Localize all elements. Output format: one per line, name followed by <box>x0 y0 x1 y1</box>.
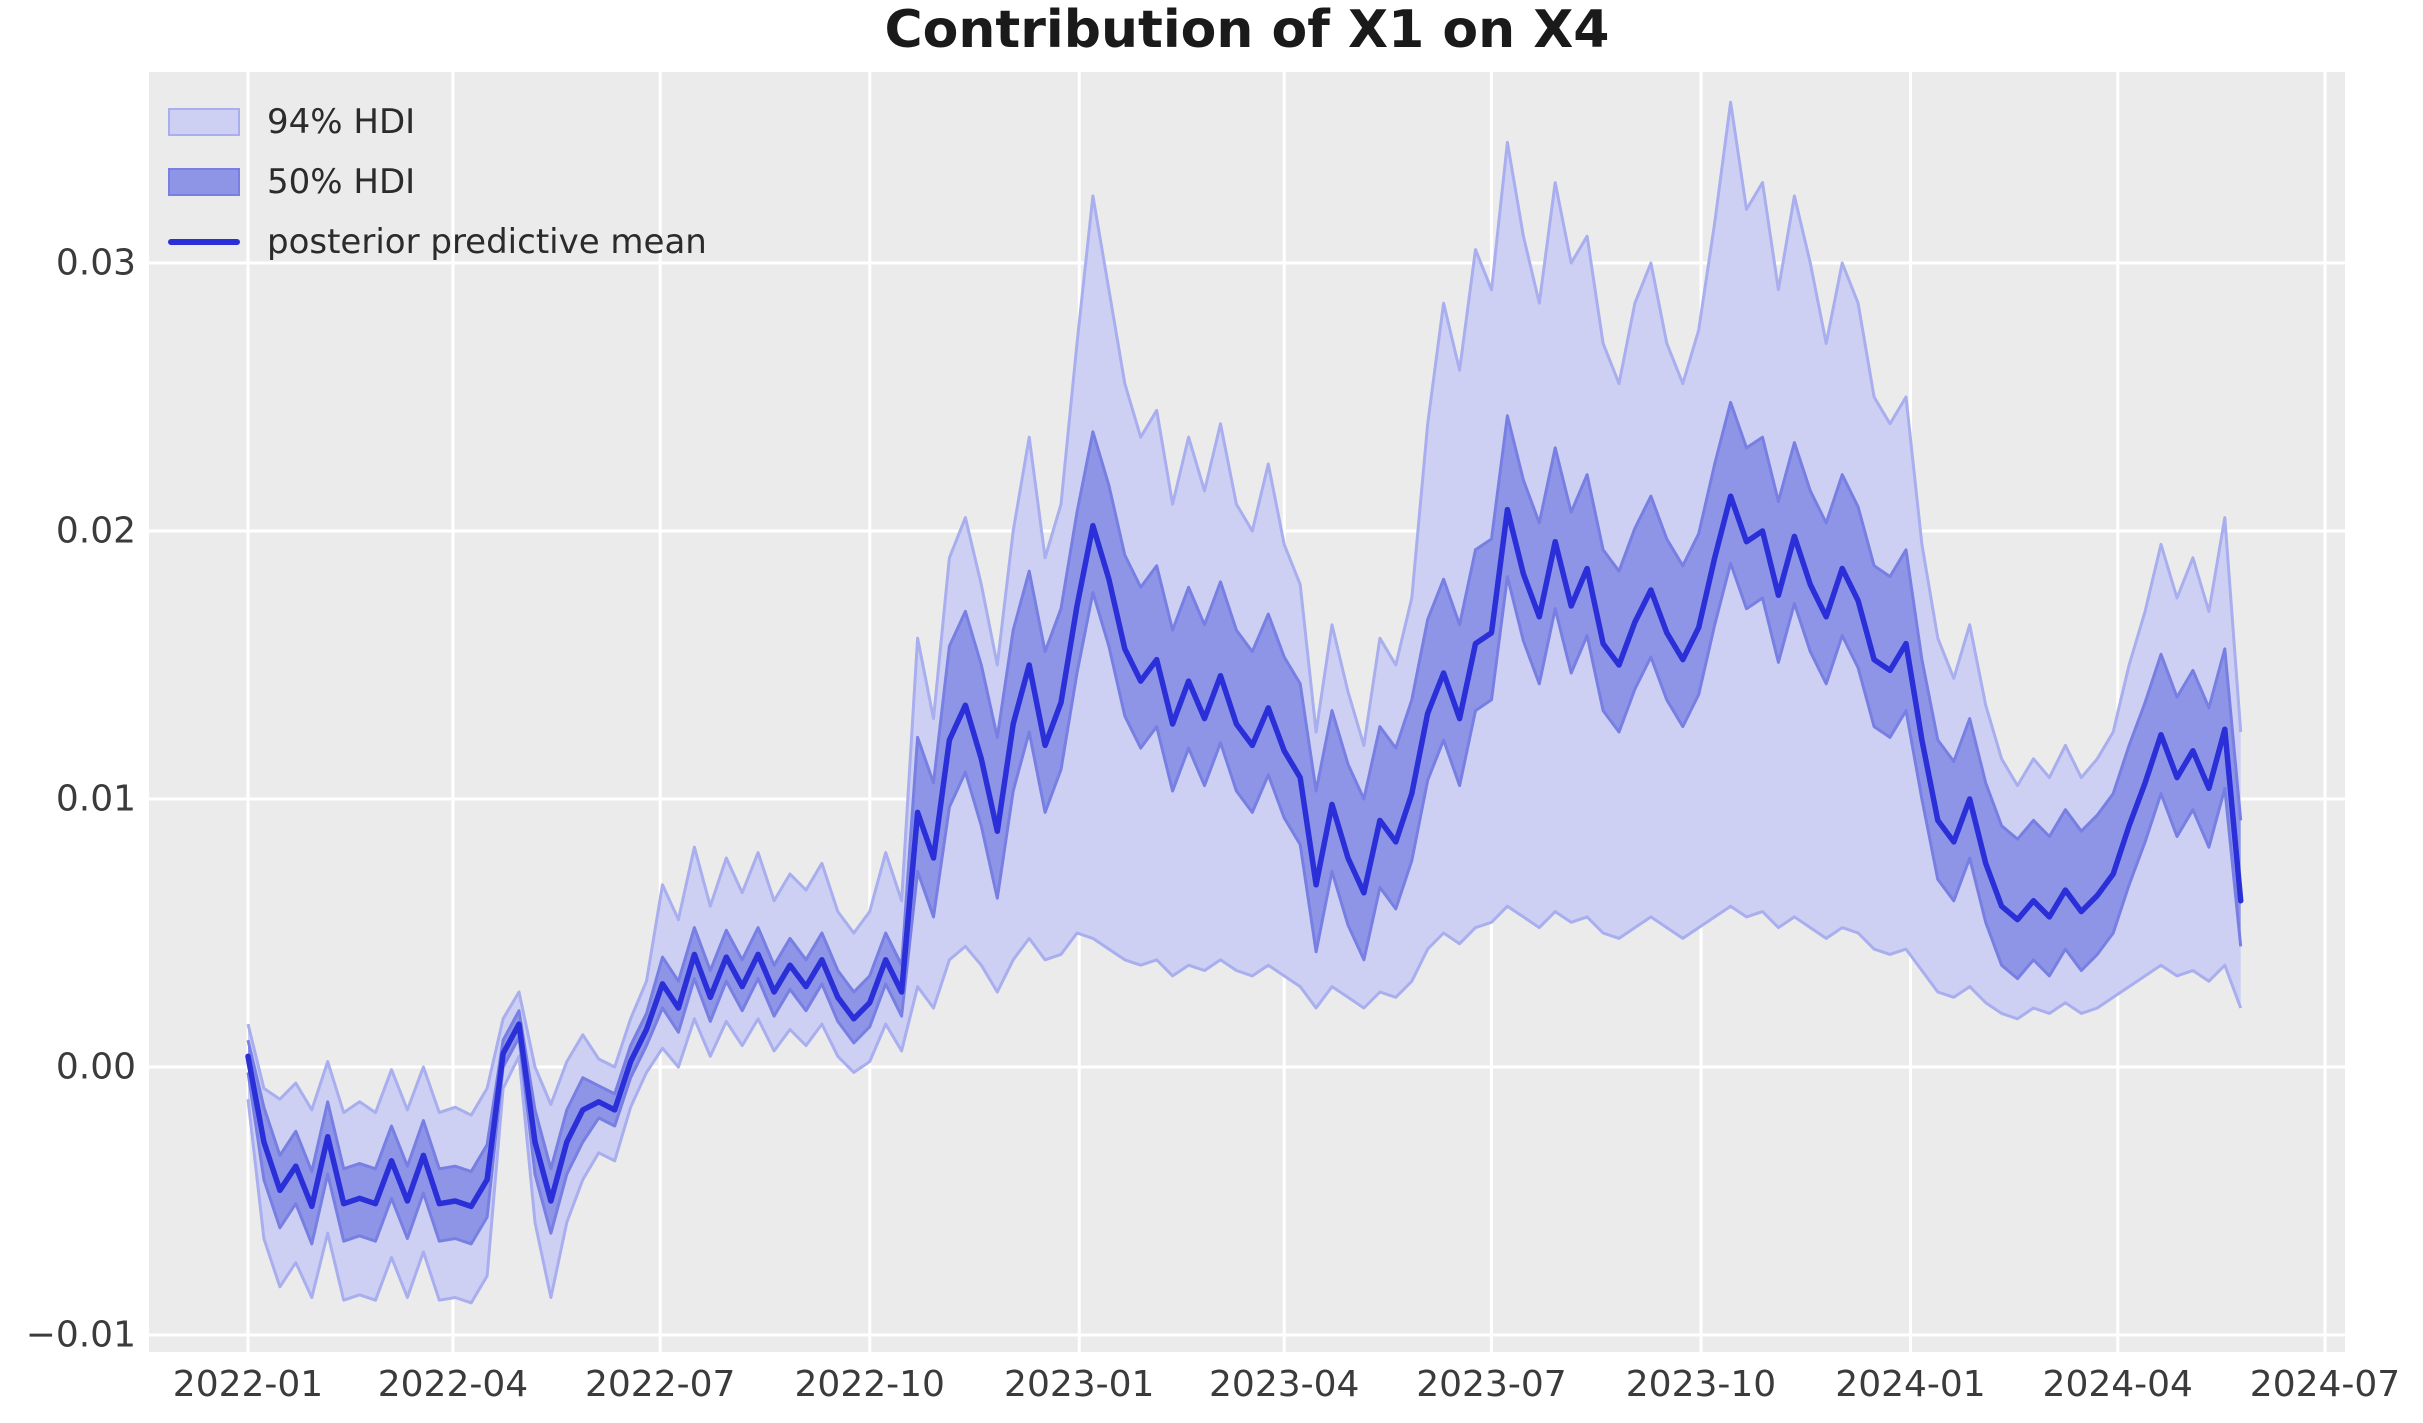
hdi94-upper-edge <box>246 100 2243 1117</box>
legend-label-94-hdi: 94% HDI <box>267 102 416 142</box>
hdi94-swatch-icon <box>168 108 240 136</box>
hdi50-upper-edge <box>246 400 2243 1173</box>
legend-item-mean: posterior predictive mean <box>168 212 707 272</box>
x-tick-label: 2022-10 <box>794 1364 945 1405</box>
x-tick-label: 2024-01 <box>1835 1364 1986 1405</box>
y-tick-label: −0.01 <box>25 1314 136 1356</box>
legend-item-50-hdi: 50% HDI <box>168 152 707 212</box>
y-tick-label: 0.00 <box>55 1046 136 1088</box>
hdi94-lower-edge <box>246 904 2243 1305</box>
x-tick-label: 2024-07 <box>2249 1364 2401 1405</box>
x-tick-label: 2022-07 <box>584 1364 736 1405</box>
posterior-predictive-mean-line <box>245 493 2244 1210</box>
x-tick-label: 2022-01 <box>172 1364 324 1405</box>
legend-item-94-hdi: 94% HDI <box>168 92 707 152</box>
hdi50-swatch-icon <box>168 168 240 196</box>
mean-line-swatch-icon <box>168 239 240 245</box>
legend-label-50-hdi: 50% HDI <box>267 162 416 202</box>
x-tick-label: 2022-04 <box>377 1364 529 1405</box>
legend: 94% HDI 50% HDI posterior predictive mea… <box>168 92 707 272</box>
x-tick-label: 2023-07 <box>1416 1364 1567 1405</box>
y-tick-label: 0.03 <box>55 242 136 284</box>
hdi50-lower-edge <box>246 561 2243 1246</box>
x-tick-label: 2023-04 <box>1209 1364 1360 1405</box>
x-tick-label: 2023-10 <box>1625 1364 1777 1405</box>
y-tick-label: 0.01 <box>55 778 136 820</box>
chart-title: Contribution of X1 on X4 <box>884 0 1610 60</box>
x-tick-label: 2023-01 <box>1004 1364 1155 1405</box>
y-tick-label: 0.02 <box>55 510 136 552</box>
legend-label-mean: posterior predictive mean <box>267 222 707 262</box>
x-tick-label: 2024-04 <box>2042 1364 2193 1405</box>
